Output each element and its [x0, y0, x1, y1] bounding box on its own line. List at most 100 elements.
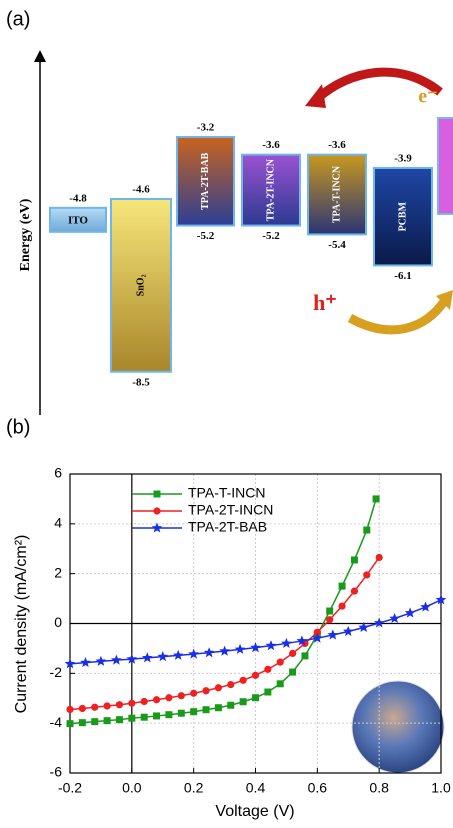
data-point [376, 554, 383, 561]
data-point [277, 680, 284, 687]
data-point [219, 646, 230, 656]
data-point [91, 704, 98, 711]
top-level-label: -4.8 [69, 192, 87, 204]
data-point [264, 689, 271, 696]
bottom-level-label: -8.5 [132, 376, 150, 388]
figure: (a) Energy (eV) e⁻ h⁺ -4.8ITO-4.6-8.5SnO… [0, 0, 453, 828]
cut-off-level [438, 118, 453, 214]
x-tick-label: 0.4 [246, 780, 266, 796]
material-label: ITO [68, 214, 88, 226]
y-tick-label: -6 [50, 764, 63, 780]
top-level-label: -3.6 [262, 139, 280, 151]
data-point [67, 720, 74, 727]
legend-marker [152, 522, 163, 532]
legend-label: TPA-T-INCN [188, 485, 266, 501]
x-tick-label: 1.0 [431, 780, 451, 796]
panel-a: (a) Energy (eV) e⁻ h⁺ -4.8ITO-4.6-8.5SnO… [6, 8, 453, 415]
data-point [190, 690, 197, 697]
data-point [328, 629, 339, 639]
data-point [128, 715, 135, 722]
data-point [128, 700, 135, 707]
data-point [104, 717, 111, 724]
data-point [326, 616, 333, 623]
panel-b: (b) Current density (mA/cm²) Voltage (V)… [6, 416, 451, 820]
y-tick-label: 2 [54, 564, 62, 580]
data-point [252, 672, 259, 679]
data-point [326, 608, 333, 615]
data-point [338, 602, 345, 609]
data-point [351, 588, 358, 595]
legend-marker [153, 507, 160, 514]
data-point [96, 656, 107, 666]
data-point [339, 583, 346, 590]
data-point [281, 638, 292, 648]
data-point [374, 617, 385, 627]
data-point [153, 696, 160, 703]
data-point [173, 650, 184, 660]
data-point [203, 706, 210, 713]
data-point [178, 710, 185, 717]
data-point [264, 666, 271, 673]
material-label: TPA-T-INCN [331, 165, 342, 223]
x-tick-label: 0.8 [369, 780, 389, 796]
legend-marker [154, 491, 161, 498]
electron-label: e⁻ [418, 86, 437, 108]
panel-label: (a) [6, 8, 30, 30]
bottom-level-label: -5.2 [197, 230, 215, 242]
data-point [363, 571, 370, 578]
data-point [405, 607, 416, 617]
top-level-label: -3.2 [197, 121, 215, 133]
electron-arrow-head [305, 84, 326, 108]
data-point [116, 716, 123, 723]
data-point [165, 711, 172, 718]
data-point [240, 677, 247, 684]
data-point [91, 718, 98, 725]
data-point [373, 495, 380, 502]
x-tick-label: 0.0 [122, 780, 142, 796]
data-point [420, 602, 431, 612]
data-point [104, 702, 111, 709]
data-point [188, 649, 199, 659]
data-point [79, 719, 86, 726]
data-point [389, 613, 400, 623]
data-point [301, 652, 308, 659]
panel-label: (b) [6, 416, 30, 438]
data-point [157, 651, 168, 661]
material-label: SnO₂ [135, 274, 146, 296]
inset-photo [352, 681, 444, 773]
data-point [190, 708, 197, 715]
data-point [363, 527, 370, 534]
top-level-label: -3.6 [328, 139, 346, 151]
data-point [227, 681, 234, 688]
data-point [153, 712, 160, 719]
x-tick-label: 0.2 [184, 780, 204, 796]
data-point [289, 669, 296, 676]
x-tick-label: -0.2 [58, 780, 82, 796]
y-axis-label: Current density (mA/cm²) [13, 535, 30, 714]
hole-label: h⁺ [313, 290, 337, 315]
data-point [202, 687, 209, 694]
data-point [142, 652, 153, 662]
x-axis-label: Voltage (V) [215, 803, 294, 820]
data-point [204, 647, 215, 657]
y-tick-label: 0 [54, 614, 62, 630]
data-point [289, 650, 296, 657]
data-point [66, 706, 73, 713]
material-label: TPA-2T-INCN [265, 158, 276, 221]
material-label: TPA-2T-BAB [200, 152, 211, 210]
x-tick-label: 0.6 [308, 780, 328, 796]
data-point [165, 694, 172, 701]
y-tick-label: -2 [50, 664, 63, 680]
data-point [116, 701, 123, 708]
legend-label: TPA-2T-INCN [188, 502, 273, 518]
hole-arrow [350, 300, 445, 330]
data-point [215, 704, 222, 711]
bottom-level-label: -6.1 [394, 270, 411, 282]
bottom-level-label: -5.4 [328, 239, 346, 251]
y-tick-label: -4 [50, 714, 63, 730]
legend-label: TPA-2T-BAB [188, 519, 267, 535]
top-level-label: -4.6 [132, 184, 150, 196]
data-point [215, 684, 222, 691]
y-tick-label: 6 [54, 465, 62, 481]
data-point [79, 705, 86, 712]
